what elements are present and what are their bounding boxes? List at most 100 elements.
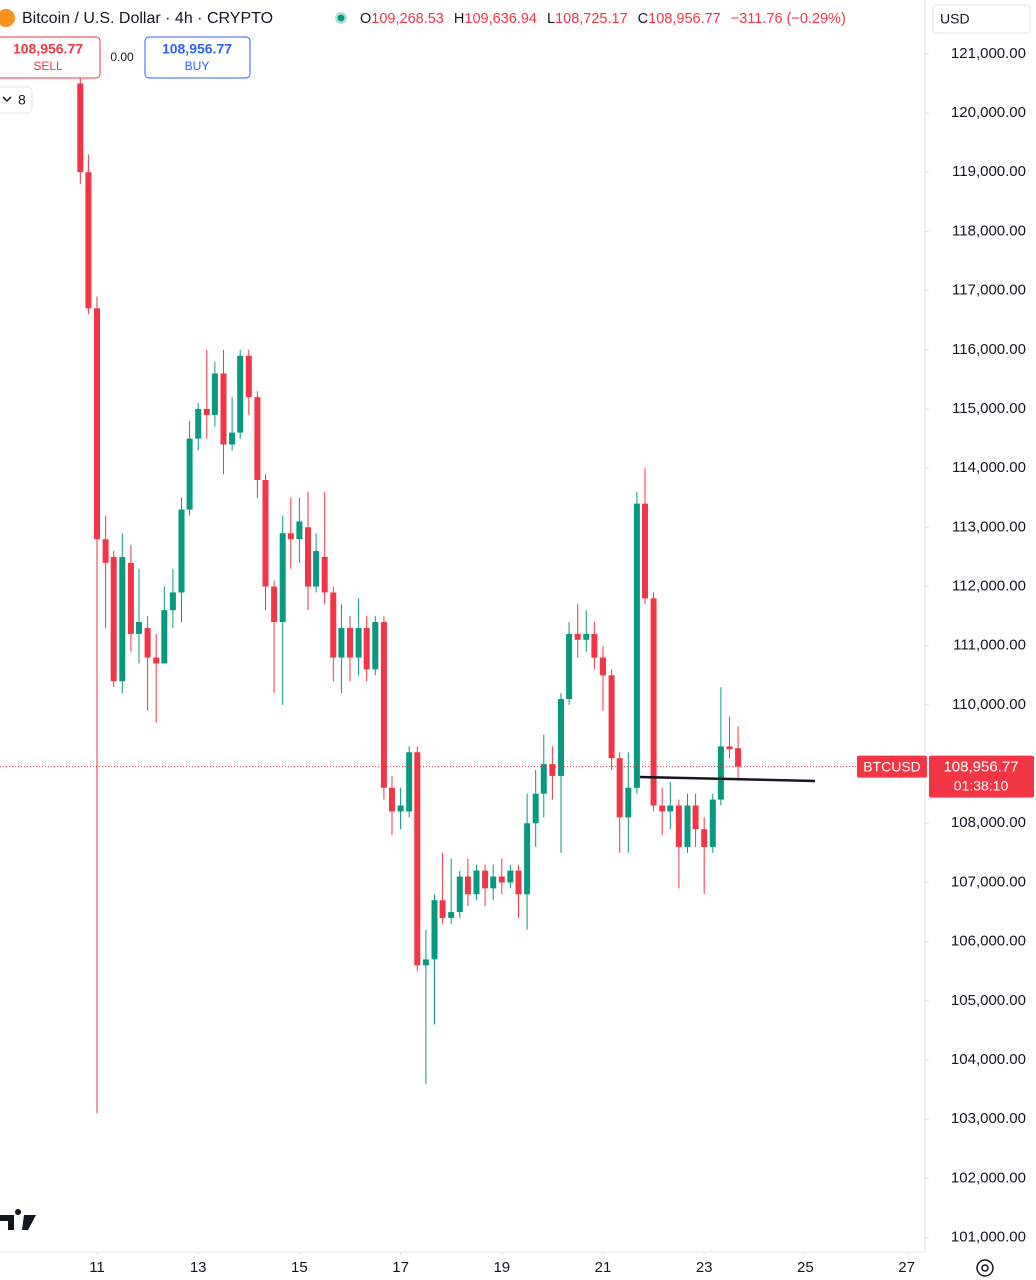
y-tick-label: 106,000.00: [951, 933, 1026, 950]
candle-body: [287, 533, 294, 540]
candle-body: [709, 799, 716, 847]
candle-body: [355, 627, 362, 658]
ohlc-value: 109,636.94: [464, 11, 537, 27]
candle-body: [169, 592, 176, 611]
settings-icon-center: [981, 1264, 989, 1272]
candle-body: [330, 592, 337, 658]
candle-body: [254, 397, 261, 480]
buy-price: 108,956.77: [162, 41, 232, 57]
x-tick-label: 11: [89, 1259, 105, 1276]
candle-body: [271, 586, 278, 623]
candle-body: [220, 373, 227, 445]
x-tick-label: 23: [696, 1259, 713, 1276]
candle-body: [363, 627, 370, 670]
x-tick-label: 17: [392, 1259, 409, 1276]
x-tick-label: 19: [493, 1259, 510, 1276]
candle-body: [515, 870, 522, 895]
candle-body: [195, 408, 202, 439]
y-tick-label: 121,000.00: [951, 45, 1026, 62]
candle-body: [372, 622, 379, 670]
candle-body: [304, 527, 311, 587]
candle-body: [380, 622, 387, 788]
candle-body: [616, 758, 623, 818]
y-tick-label: 118,000.00: [952, 222, 1026, 239]
symbol-title: Bitcoin / U.S. Dollar · 4h · CRYPTO: [22, 10, 273, 27]
candle-body: [77, 83, 84, 173]
price-tag: [929, 755, 1034, 798]
y-tick-label: 114,000.00: [952, 459, 1026, 476]
indicator-count: 8: [18, 92, 26, 108]
candle-body: [144, 627, 151, 658]
x-tick-label: 25: [797, 1259, 814, 1276]
candle-body: [431, 900, 438, 960]
candle-body: [599, 657, 606, 676]
candle-body: [338, 627, 345, 658]
candle-body: [456, 876, 463, 913]
candle-body: [692, 805, 699, 830]
y-tick-label: 103,000.00: [951, 1110, 1026, 1127]
y-tick-label: 107,000.00: [951, 873, 1026, 890]
y-tick-label: 101,000.00: [951, 1229, 1026, 1246]
indicators-toggle[interactable]: [0, 86, 33, 114]
candle-body: [532, 793, 539, 824]
candle-body: [229, 432, 236, 445]
ohlc-value: 108,725.17: [555, 11, 628, 27]
settings-icon[interactable]: [976, 1259, 994, 1277]
ohlc-value: 108,956.77: [648, 11, 721, 27]
candle-body: [540, 764, 547, 794]
y-tick-label: 119,000.00: [952, 163, 1026, 180]
price-tag-countdown: 01:38:10: [954, 777, 1009, 793]
ohlc-key: O: [360, 11, 371, 27]
plot: [0, 53, 925, 1114]
candle-body: [735, 748, 742, 767]
candle-body: [701, 829, 708, 847]
coin-icon: [0, 9, 15, 27]
candle-body: [448, 912, 455, 918]
candle-body: [726, 746, 733, 750]
candle-body: [557, 698, 564, 776]
y-tick-label: 113,000.00: [952, 518, 1026, 535]
y-tick-label: 112,000.00: [952, 577, 1026, 594]
candle-body: [102, 539, 109, 563]
candle-body: [262, 479, 269, 587]
candle-body: [524, 823, 531, 895]
y-tick-label: 110,000.00: [952, 696, 1026, 713]
candle-body: [313, 551, 320, 587]
candle-body: [135, 622, 142, 634]
change: −311.76 (−0.29%): [731, 11, 846, 27]
candle-body: [153, 657, 160, 664]
sell-price: 108,956.77: [13, 41, 83, 57]
sell-button[interactable]: [0, 36, 101, 79]
ohlc-legend: O109,268.53 H109,636.94 L108,725.17 C108…: [360, 11, 846, 27]
sell-label: SELL: [33, 59, 63, 73]
candle-body: [591, 633, 598, 658]
buy-button[interactable]: [144, 36, 251, 79]
candle-body: [464, 876, 471, 895]
candle-body: [422, 959, 429, 966]
x-tick-label: 13: [190, 1259, 207, 1276]
candle-body: [641, 503, 648, 599]
currency: USD: [940, 11, 970, 27]
candle-body: [178, 509, 185, 593]
market-status-dot: [337, 14, 345, 22]
candle-body: [127, 562, 134, 634]
candle-body: [439, 900, 446, 918]
candle-body: [675, 805, 682, 847]
candle-body: [296, 521, 303, 540]
candle-body: [574, 633, 581, 640]
candle-body: [507, 870, 514, 883]
currency-select[interactable]: [932, 4, 1031, 34]
candle-body: [625, 787, 632, 818]
ohlc-key: C: [638, 11, 648, 27]
candle-body: [482, 870, 489, 889]
candle-body: [659, 805, 666, 812]
y-tick-label: 111,000.00: [953, 637, 1026, 654]
y-tick-label: 105,000.00: [951, 992, 1026, 1009]
symbol-tag-label: BTCUSD: [863, 758, 921, 774]
candle-body: [388, 787, 395, 812]
ohlc-key: H: [454, 11, 464, 27]
candle-body: [237, 355, 244, 433]
y-tick-label: 117,000.00: [952, 282, 1026, 299]
candle-body: [397, 805, 404, 812]
candle-body: [566, 633, 573, 699]
